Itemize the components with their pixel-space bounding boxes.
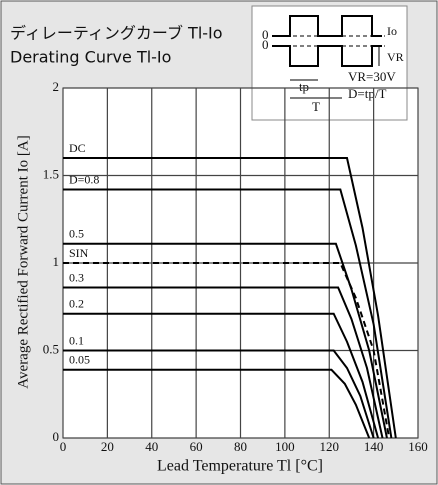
series-label: SIN xyxy=(69,246,89,260)
derating-line xyxy=(63,349,375,439)
x-axis-label: Lead Temperature Tl [°C] xyxy=(157,458,323,475)
y-tick-label: 1.5 xyxy=(43,166,59,181)
x-tick-label: 40 xyxy=(145,439,158,454)
inset-box xyxy=(251,5,408,121)
x-tick-label: 160 xyxy=(408,439,428,454)
x-tick-label: 80 xyxy=(234,439,247,454)
derating-line xyxy=(63,157,397,439)
x-tick-label: 0 xyxy=(60,439,67,454)
x-tick-label: 20 xyxy=(101,439,114,454)
inset: 0 0 Io VR VR=30V D=tp/T tp T xyxy=(251,5,408,121)
x-tick-label: 100 xyxy=(275,439,295,454)
series-label: D=0.8 xyxy=(69,172,99,186)
inset-text: tp xyxy=(299,79,309,94)
inset-text: VR xyxy=(387,50,404,64)
y-tick-label: 2 xyxy=(53,79,60,94)
derating-line xyxy=(63,312,380,439)
series-label: 0.5 xyxy=(69,227,84,241)
inset-text: Io xyxy=(387,24,397,38)
derating-line xyxy=(63,286,384,439)
y-axis-label: Average Rectified Forward Current Io [A] xyxy=(15,135,31,388)
inset-text: VR=30V xyxy=(348,69,396,84)
chart-subtitle: Derating Curve Tl-Io xyxy=(10,48,171,67)
derating-line xyxy=(63,368,371,439)
chart-title: ディレーティングカーブ Tl-Io xyxy=(10,24,223,43)
derating-line xyxy=(63,262,391,439)
series-label: 0.3 xyxy=(69,270,84,284)
x-tick-label: 120 xyxy=(320,439,340,454)
y-tick-label: 0.5 xyxy=(43,341,59,356)
x-tick-label: 140 xyxy=(364,439,384,454)
series-label: 0.2 xyxy=(69,297,84,311)
inset-text: D=tp/T xyxy=(348,86,386,101)
series-label: 0.1 xyxy=(69,333,84,347)
derating-line xyxy=(63,188,393,439)
inset-text: 0 xyxy=(262,37,269,52)
x-tick-label: 60 xyxy=(190,439,203,454)
inset-text: 0 xyxy=(262,27,269,42)
y-tick-label: 0 xyxy=(53,429,60,444)
series-label: 0.05 xyxy=(69,353,90,367)
inset-text: T xyxy=(312,99,320,114)
y-tick-label: 1 xyxy=(53,254,60,269)
series-label: DC xyxy=(69,141,86,155)
